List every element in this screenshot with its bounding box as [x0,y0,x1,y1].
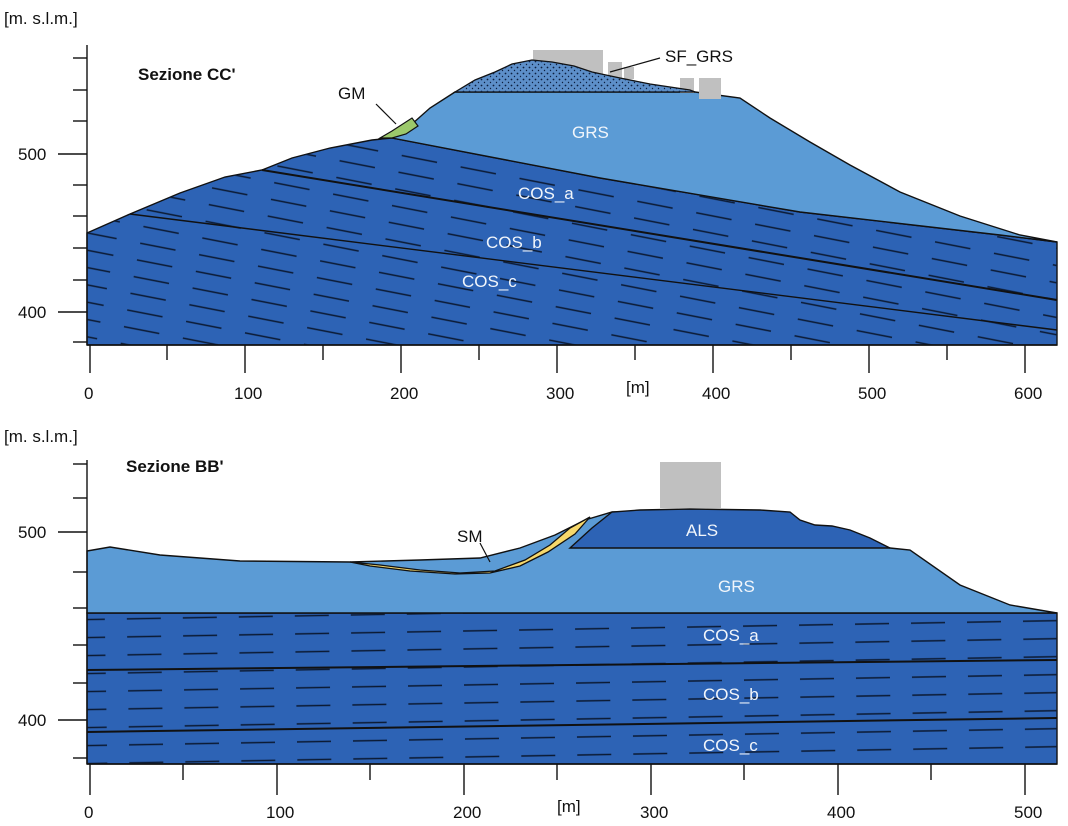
sf-grs-leader-line [609,57,661,73]
x-tick-600-cc: 600 [1014,384,1042,403]
label-grs-cc: GRS [572,123,609,142]
cos-boundary-ab-bb [86,659,1058,671]
y-tick-500-bb: 500 [18,523,46,542]
x-tick-300-bb: 300 [640,803,668,822]
cos-dash-pattern-cc [87,138,1057,345]
grs-body-cc [390,91,1058,243]
y-axis-cc [58,45,88,345]
label-cos-c-cc: COS_c [462,272,517,291]
x-unit-bb: [m] [557,797,581,816]
building-cc-3 [624,67,634,79]
x-tick-labels-bb: 0 100 200 300 400 500 [84,803,1042,822]
x-tick-400-bb: 400 [827,803,855,822]
x-tick-labels-cc: 0 100 200 300 400 500 600 [84,384,1042,403]
x-tick-500-bb: 500 [1014,803,1042,822]
building-bb [660,462,721,508]
label-cos-c-bb: COS_c [703,736,758,755]
y-tick-400-cc: 400 [18,303,46,322]
section-cc: [m. s.l.m.] Sezione CC' GM SF_GRS GRS CO… [4,9,1058,403]
x-unit-cc: [m] [626,378,650,397]
x-axis-cc [87,344,1057,373]
cos-boundary-bc-bb [86,717,1058,733]
label-cos-b-bb: COS_b [703,685,759,704]
y-axis-bb [58,460,88,764]
sm-leader-line [479,542,491,563]
cos-dash-pattern-bb [87,613,1057,764]
gm-body-cc [377,117,419,139]
x-tick-0-bb: 0 [84,803,93,822]
als-body-bb [568,508,891,549]
cos-boundary-ab-cc [261,169,1058,301]
x-tick-100-bb: 100 [266,803,294,822]
label-sm: SM [457,527,483,546]
sf-grs-dots-cc [455,60,695,92]
y-tick-400-bb: 400 [18,711,46,730]
y-tick-500-cc: 500 [18,145,46,164]
x-tick-0-cc: 0 [84,384,93,403]
sm-body-bb [349,516,591,575]
label-cos-b-cc: COS_b [486,233,542,252]
y-axis-label-cc: [m. s.l.m.] [4,9,78,28]
section-title-cc: Sezione CC' [138,65,236,84]
label-gm: GM [338,84,365,103]
x-tick-100-cc: 100 [234,384,262,403]
x-tick-400-cc: 400 [702,384,730,403]
label-cos-a-cc: COS_a [518,184,574,203]
cos-boundary-bc-cc [129,213,1058,331]
x-axis-bb [87,763,1057,795]
section-title-bb: Sezione BB' [126,457,224,476]
x-tick-200-bb: 200 [453,803,481,822]
label-grs-bb: GRS [718,577,755,596]
label-cos-a-bb: COS_a [703,626,759,645]
x-tick-500-cc: 500 [858,384,886,403]
section-bb: [m. s.l.m.] Sezione BB' SM ALS GRS COS_a… [4,427,1058,822]
x-tick-300-cc: 300 [546,384,574,403]
building-cc-5 [699,78,721,99]
label-sf-grs: SF_GRS [665,47,733,66]
y-axis-label-bb: [m. s.l.m.] [4,427,78,446]
x-tick-200-cc: 200 [390,384,418,403]
gm-leader-line [375,103,397,125]
label-als-bb: ALS [686,521,718,540]
